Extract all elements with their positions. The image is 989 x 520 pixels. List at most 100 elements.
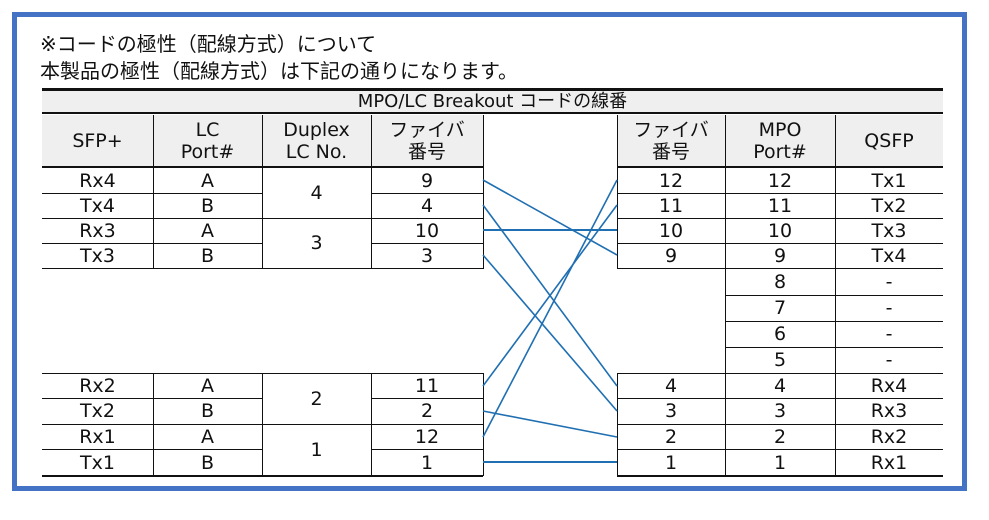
right-column-divider <box>617 166 618 269</box>
right-row-qsfp: - <box>885 323 893 345</box>
right-row-fiber: 9 <box>664 244 678 267</box>
left-row-sfp: Rx2 <box>79 374 116 397</box>
right-row-divider <box>725 295 943 296</box>
wire-fiber-2 <box>482 410 618 438</box>
right-row-qsfp: Tx1 <box>871 169 907 192</box>
header-sfp: SFP+ <box>42 115 153 166</box>
duplex-number: 2 <box>310 387 323 410</box>
left-row-lc-port: B <box>200 451 215 474</box>
right-column-divider <box>617 373 618 476</box>
note-heading: ※コードの極性（配線方式）について <box>40 32 377 56</box>
right-row-mpo-port: 11 <box>767 194 793 217</box>
right-row-fiber: 1 <box>664 451 678 474</box>
table-title: MPO/LC Breakout コードの線番 <box>42 88 943 114</box>
right-row-qsfp: - <box>885 297 893 319</box>
outer-frame <box>12 12 967 491</box>
note-description: 本製品の極性（配線方式）は下記の通りになります。 <box>40 59 518 83</box>
right-row-qsfp: Tx3 <box>871 219 907 242</box>
right-row-mpo-port: 2 <box>773 425 787 448</box>
left-row-divider <box>371 449 483 450</box>
left-row-fiber: 3 <box>420 244 434 267</box>
header-right-fiber-number: ファイバ 番号 <box>617 115 725 166</box>
left-row-sfp: Tx2 <box>80 399 115 422</box>
right-row-fiber: 12 <box>658 169 684 192</box>
left-row-fiber: 11 <box>414 374 440 397</box>
left-row-fiber: 9 <box>420 169 434 192</box>
left-row-fiber: 1 <box>420 451 434 474</box>
right-row-divider <box>617 218 943 219</box>
left-row-sfp: Tx3 <box>80 244 115 267</box>
left-row-lc-port: B <box>200 399 215 422</box>
left-column-divider <box>262 373 263 476</box>
right-row-qsfp: Rx4 <box>870 374 908 397</box>
right-row-divider <box>617 373 943 374</box>
left-row-fiber: 4 <box>420 194 434 217</box>
left-table-bottom <box>42 475 483 477</box>
right-row-qsfp: Rx3 <box>870 399 908 422</box>
left-column-divider <box>371 166 372 269</box>
header-mpo-port: MPO Port# <box>725 115 835 166</box>
duplex-number: 1 <box>310 438 323 461</box>
left-header-column-divider <box>153 115 154 166</box>
right-row-mpo-port: 8 <box>773 271 787 293</box>
right-row-divider <box>725 321 943 322</box>
header-lc-port: LC Port# <box>153 115 262 166</box>
left-row-divider <box>42 193 262 194</box>
left-row-fiber: 10 <box>414 219 440 242</box>
left-column-divider <box>483 373 484 476</box>
duplex-number: 4 <box>310 182 323 204</box>
right-row-fiber: 4 <box>664 374 678 397</box>
left-header-column-divider <box>483 115 484 166</box>
header-duplex-lc-no: Duplex LC No. <box>262 115 371 166</box>
left-row-sfp: Tx1 <box>80 451 115 474</box>
right-table-bottom <box>617 475 943 477</box>
left-row-lc-port: A <box>201 425 214 448</box>
right-row-mpo-port: 5 <box>773 349 787 371</box>
right-row-divider <box>617 243 943 244</box>
left-row-divider <box>42 243 262 244</box>
right-row-qsfp: - <box>885 349 893 371</box>
left-row-divider <box>371 398 483 399</box>
right-row-fiber: 10 <box>658 219 684 242</box>
left-row-fiber: 2 <box>420 399 434 422</box>
left-row-lc-port: A <box>201 219 214 242</box>
duplex-number: 3 <box>310 232 323 254</box>
right-row-mpo-port: 6 <box>773 323 787 345</box>
left-row-fiber: 12 <box>414 425 440 448</box>
right-row-divider <box>617 424 943 425</box>
right-column-divider <box>835 166 836 476</box>
right-row-fiber: 2 <box>664 425 678 448</box>
right-row-qsfp: - <box>885 271 893 293</box>
right-row-qsfp: Tx2 <box>871 194 907 217</box>
right-row-mpo-port: 7 <box>773 297 787 319</box>
right-row-qsfp: Rx1 <box>870 451 908 474</box>
left-header-column-divider <box>371 115 372 166</box>
right-row-divider <box>617 268 943 269</box>
left-row-sfp: Rx3 <box>79 219 116 242</box>
header-left-fiber-number: ファイバ 番号 <box>371 115 483 166</box>
left-row-divider <box>371 243 483 244</box>
left-row-lc-port: A <box>201 374 214 397</box>
right-row-mpo-port: 9 <box>773 244 787 267</box>
right-header-column-divider <box>725 115 726 166</box>
right-row-divider <box>617 449 943 450</box>
wire-fiber-9 <box>482 179 618 256</box>
right-row-fiber: 11 <box>658 194 684 217</box>
left-row-lc-port: A <box>201 169 214 192</box>
right-row-divider <box>617 398 943 399</box>
left-column-divider <box>262 166 263 269</box>
left-row-lc-port: B <box>200 244 215 267</box>
right-row-mpo-port: 1 <box>773 451 787 474</box>
right-row-mpo-port: 3 <box>773 399 787 422</box>
header-qsfp: QSFP <box>835 115 943 166</box>
right-row-divider <box>725 347 943 348</box>
right-column-divider <box>725 166 726 476</box>
left-header-column-divider <box>262 115 263 166</box>
left-row-divider <box>42 449 262 450</box>
left-row-sfp: Tx4 <box>80 194 115 217</box>
right-row-divider <box>617 193 943 194</box>
wire-fiber-11 <box>482 204 618 387</box>
right-row-qsfp: Rx2 <box>870 425 908 448</box>
wire-fiber-3 <box>482 254 618 412</box>
